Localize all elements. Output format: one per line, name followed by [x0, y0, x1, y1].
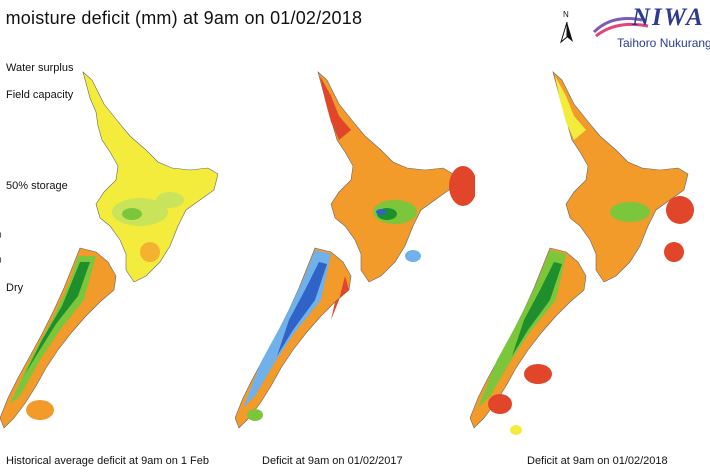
legend-50-storage: 50% storage [6, 180, 68, 192]
legend-water-surplus: Water surplus [6, 62, 74, 74]
legend-dry: Dry [6, 282, 24, 294]
caption-map-2: Deficit at 9am on 01/02/2017 [262, 455, 403, 467]
nz-map-3 [469, 71, 694, 435]
logo-main-text: NIWA [632, 4, 705, 31]
logo-sub-text: Taihoro Nukurangi [617, 36, 710, 50]
niwa-swoosh-icon [592, 17, 649, 38]
legend-tick-b: 0 [0, 256, 1, 265]
page-title: il moisture deficit (mm) at 9am on 01/02… [0, 8, 363, 28]
niwa-logo: NIWA Taihoro Nukurangi [592, 4, 710, 52]
caption-map-1: Historical average deficit at 9am on 1 F… [6, 455, 209, 467]
nz-map-1 [0, 71, 219, 429]
nz-map-2 [234, 71, 477, 429]
legend-tick-a: 0 [0, 231, 1, 240]
map-2018 [469, 60, 710, 455]
map-historical-average [0, 60, 240, 455]
north-arrow-icon: N [560, 10, 574, 44]
north-label: N [563, 10, 569, 19]
legend-field-capacity: Field capacity [6, 89, 74, 101]
map-2017 [234, 60, 477, 455]
caption-map-3: Deficit at 9am on 01/02/2018 [527, 455, 668, 467]
